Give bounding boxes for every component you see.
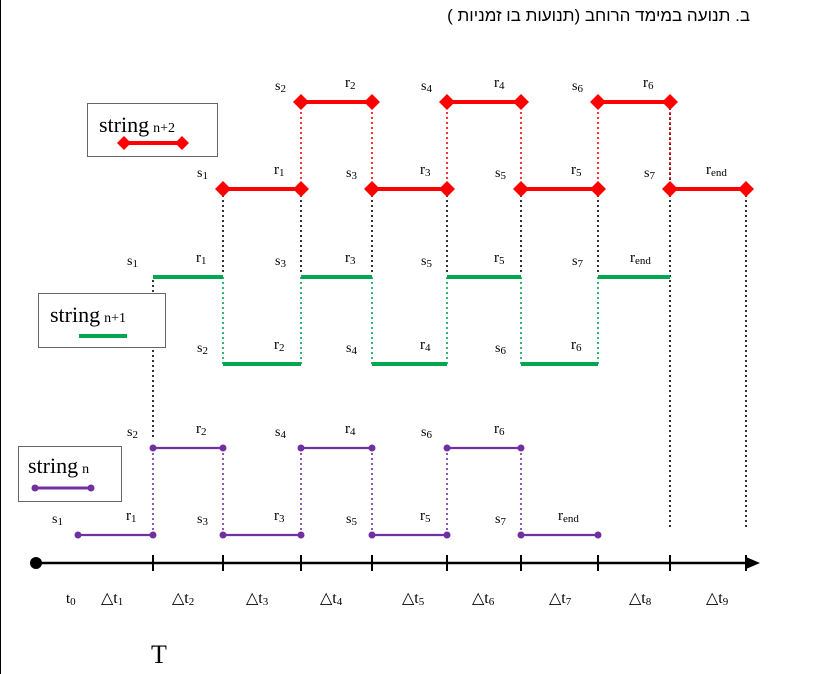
string-n1-label-s3: s3 [275, 254, 286, 270]
legend-string-n1: string n+1 [38, 293, 166, 348]
string-n2-label-s3: s3 [346, 166, 357, 182]
string-n2-label-s6: s6 [572, 79, 583, 95]
string-n-label-s7: s7 [495, 512, 506, 528]
string-n2-node-1-0 [215, 181, 231, 197]
string-n2-label-s1: s1 [197, 166, 208, 182]
string-n-label-s2: s2 [127, 425, 138, 441]
string-n-label-r3: r3 [274, 508, 285, 525]
string-n-label-s5: s5 [346, 512, 357, 528]
legend-string-n-sub: n [82, 462, 90, 477]
time-label-dt5: △t5 [402, 590, 425, 608]
string-n2-label-r6: r6 [643, 75, 654, 92]
string-n2-node-7-1 [738, 181, 754, 197]
string-n2-label-s4: s4 [421, 79, 432, 95]
time-label-dt6: △t6 [472, 590, 495, 608]
string-n1-label-s4: s4 [346, 341, 357, 357]
legend-string-n: string n [18, 446, 122, 502]
string-n1-label-s1: s1 [127, 254, 138, 270]
legend-string-n1-word: string [50, 302, 101, 327]
string-n2-label-r2: r2 [345, 75, 356, 92]
string-n2-node-6-0 [590, 94, 606, 110]
string-n2-node-4-1 [513, 94, 529, 110]
time-label-dt1: △t1 [101, 590, 123, 608]
string-n2-node-6-1 [662, 94, 678, 110]
string-n2-node-5-0 [513, 181, 529, 197]
legend-string-n2-sub: n+2 [153, 121, 176, 136]
legend-string-n-word: string [28, 453, 79, 478]
string-n-label-s1: s1 [52, 512, 63, 528]
string-n2-node-2-0 [293, 94, 309, 110]
string-n2-node-7-0 [662, 181, 678, 197]
string-n1-label-s6: s6 [495, 341, 506, 357]
string-n2-label-r3: r3 [420, 162, 431, 179]
string-n-node-6-0 [443, 444, 451, 452]
legend-string-n1-swatch [79, 334, 127, 338]
string-n-node-5-1 [443, 531, 451, 539]
legend-string-n2: string n+2 [87, 103, 218, 157]
string-n-node-4-0 [297, 444, 305, 452]
string-n2-label-r5: r5 [571, 162, 582, 179]
string-n-node-2-0 [149, 444, 157, 452]
string-n2-node-1-1 [293, 181, 309, 197]
string-n-label-r4: r4 [345, 421, 356, 438]
string-n1-label-r5: r5 [494, 250, 505, 267]
string-n1-label-s7: s7 [572, 254, 583, 270]
time-label-t0: t0 [66, 591, 76, 608]
string-n-label-s4: s4 [275, 425, 286, 441]
string-n-label-r5: r5 [420, 508, 431, 525]
string-n2-label-s7: s7 [644, 166, 655, 182]
string-n-node-5-0 [368, 531, 376, 539]
time-axis-arrow [746, 557, 760, 569]
time-label-dt7: △t7 [549, 590, 572, 608]
time-label-dt4: △t4 [320, 590, 343, 608]
string-n-node-4-1 [368, 444, 376, 452]
time-label-dt3: △t3 [246, 590, 269, 608]
string-n-node-2-1 [219, 444, 227, 452]
string-n1-label-r4: r4 [420, 337, 431, 354]
string-n1-label-r7: rend [630, 250, 651, 267]
string-n2-node-5-1 [590, 181, 606, 197]
string-n2-label-r4: r4 [494, 75, 505, 92]
string-n-label-s3: s3 [197, 512, 208, 528]
string-n2-label-s5: s5 [495, 166, 506, 182]
string-n2-label-r7: rend [706, 162, 727, 179]
string-n-label-r1: r1 [126, 508, 137, 525]
string-n2-node-3-1 [439, 181, 455, 197]
string-n2-label-r1: r1 [274, 162, 285, 179]
string-n1-label-r2: r2 [274, 337, 285, 354]
time-label-dt2: △t2 [172, 590, 194, 608]
string-n-node-7-1 [594, 531, 602, 539]
string-n-node-3-0 [219, 531, 227, 539]
string-n2-node-2-1 [364, 94, 380, 110]
string-n2-node-3-0 [364, 181, 380, 197]
string-n-label-r6: r6 [494, 421, 505, 438]
string-n1-label-r3: r3 [345, 250, 356, 267]
page-left-border [0, 0, 1, 674]
string-n-node-3-1 [297, 531, 305, 539]
string-n-node-6-1 [517, 444, 525, 452]
string-n1-label-s5: s5 [421, 254, 432, 270]
page-title: ב. תנועה במימד הרוחב (תנועות בו זמניות ) [447, 6, 750, 25]
string-n-label-s6: s6 [421, 425, 432, 441]
string-n-node-1-1 [149, 531, 157, 539]
string-n-label-r2: r2 [196, 421, 207, 438]
string-n2-node-4-0 [439, 94, 455, 110]
string-n1-label-s2: s2 [197, 341, 208, 357]
time-label-dt8: △t8 [629, 590, 652, 608]
string-n1-label-r6: r6 [571, 337, 582, 354]
time-label-dt9: △t9 [706, 590, 729, 608]
string-n-node-7-0 [517, 531, 525, 539]
time-axis-origin [30, 557, 42, 569]
string-n-node-1-0 [74, 531, 82, 539]
legend-string-n-swatch [31, 484, 95, 492]
legend-string-n2-word: string [99, 112, 150, 137]
period-label: T [151, 640, 167, 669]
string-n2-label-s2: s2 [275, 79, 286, 95]
legend-string-n2-swatch [117, 136, 189, 150]
legend-string-n1-sub: n+1 [104, 311, 127, 326]
string-n-label-r7: rend [558, 508, 579, 525]
string-n1-label-r1: r1 [196, 250, 207, 267]
